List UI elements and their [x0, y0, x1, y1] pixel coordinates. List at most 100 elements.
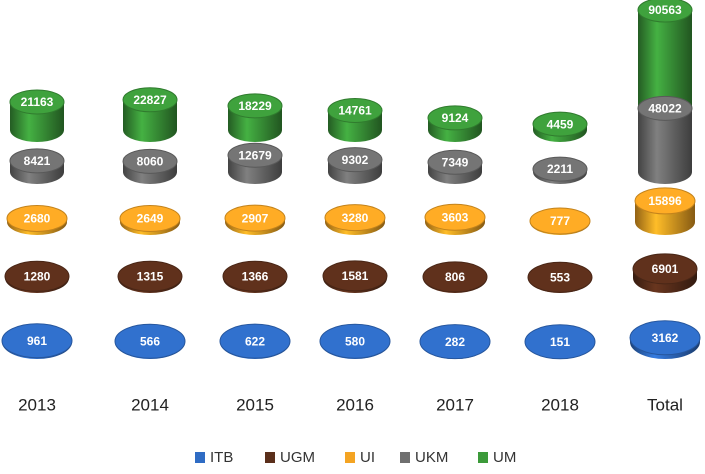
cylinder-top — [227, 93, 283, 119]
cylinder-top — [532, 111, 588, 137]
cylinder-top — [637, 0, 693, 23]
cylinder-top — [224, 204, 286, 232]
cylinder-top — [419, 324, 491, 360]
cylinder — [635, 200, 695, 235]
legend-swatch — [345, 452, 355, 463]
cylinder — [633, 268, 697, 293]
cylinder-top — [114, 323, 186, 359]
value-label: 622 — [245, 334, 265, 348]
cylinder — [228, 155, 282, 184]
cylinder — [228, 105, 282, 142]
value-label: 806 — [445, 270, 465, 284]
value-label: 9124 — [442, 111, 469, 125]
value-label: 2649 — [137, 212, 164, 226]
legend-label: UKM — [415, 449, 448, 466]
cylinder-top — [629, 320, 701, 356]
value-label: 1366 — [242, 269, 269, 283]
value-label: 2211 — [547, 162, 573, 176]
cylinder — [638, 108, 692, 184]
cylinder-top — [322, 260, 388, 292]
legend-swatch — [400, 452, 410, 463]
cylinder-top — [122, 87, 178, 113]
cylinder-top — [222, 260, 288, 292]
legend-swatch — [265, 452, 275, 463]
x-tick-label: 2015 — [236, 395, 274, 414]
cylinder-top — [227, 142, 283, 168]
value-label: 282 — [445, 335, 465, 349]
cylinder — [630, 337, 700, 359]
cylinder-top — [532, 156, 588, 182]
value-label: 15896 — [648, 194, 682, 208]
cylinder-top — [6, 204, 68, 232]
x-tick-label: Total — [647, 395, 683, 414]
value-label: 3603 — [442, 210, 469, 224]
cylinder-top — [219, 323, 291, 359]
cylinder — [533, 169, 587, 184]
x-tick-label: 2013 — [18, 395, 56, 414]
value-label: 22827 — [133, 93, 167, 107]
value-label: 151 — [550, 335, 570, 349]
value-label: 777 — [550, 214, 570, 228]
cylinder — [10, 160, 64, 184]
cylinder-top — [634, 187, 696, 215]
value-label: 48022 — [648, 102, 682, 116]
value-label: 4459 — [547, 117, 574, 131]
cylinder-top — [637, 95, 693, 121]
cylinder — [325, 217, 385, 235]
cylinder-top — [1, 323, 73, 359]
cylinder-top — [427, 149, 483, 175]
value-label: 580 — [345, 334, 365, 348]
legend-label: UI — [360, 449, 375, 466]
cylinder-top — [422, 261, 488, 293]
value-label: 12679 — [238, 148, 272, 162]
value-label: 961 — [27, 334, 47, 348]
cylinder-top — [122, 148, 178, 174]
legend-label: ITB — [210, 449, 233, 466]
x-tick-label: 2014 — [131, 395, 169, 414]
value-label: 3162 — [652, 331, 679, 345]
value-label: 2680 — [24, 212, 51, 226]
value-label: 1581 — [342, 269, 369, 283]
cylinder-top — [327, 97, 383, 123]
cylinder-top — [9, 148, 65, 174]
cylinder — [428, 162, 482, 184]
value-label: 1280 — [24, 269, 51, 283]
x-tick-label: 2016 — [336, 395, 374, 414]
cylinder — [425, 217, 485, 235]
cylinder — [120, 218, 180, 235]
legend-label: UGM — [280, 449, 315, 466]
value-label: 90563 — [648, 3, 682, 17]
cylinder-top — [327, 147, 383, 173]
value-label: 2907 — [242, 211, 269, 225]
cylinder-top — [119, 204, 181, 232]
cylinder-top — [424, 203, 486, 231]
x-tick-label: 2018 — [541, 395, 579, 414]
cylinder — [123, 161, 177, 184]
value-label: 8421 — [24, 154, 51, 168]
value-label: 8060 — [137, 154, 164, 168]
cylinder-top — [117, 260, 183, 292]
cylinder — [328, 110, 382, 142]
cylinder-top — [527, 261, 593, 293]
value-label: 14761 — [338, 104, 372, 118]
cylinder-top — [427, 105, 483, 131]
cylinder-top — [324, 204, 386, 232]
cylinder-top — [4, 260, 70, 292]
cylinder — [10, 101, 64, 142]
cylinder-top — [319, 323, 391, 359]
value-label: 553 — [550, 270, 570, 284]
cylinder-top — [524, 324, 596, 360]
value-label: 6901 — [652, 262, 679, 276]
value-label: 21163 — [21, 95, 54, 109]
value-label: 3280 — [342, 211, 369, 225]
cylinder-top — [529, 207, 591, 235]
value-label: 566 — [140, 334, 160, 348]
cylinder — [533, 124, 587, 142]
legend-swatch — [195, 452, 205, 463]
x-tick-label: 2017 — [436, 395, 474, 414]
cylinder — [7, 218, 67, 235]
legend-label: UM — [493, 449, 516, 466]
cylinder-top — [9, 89, 65, 115]
value-label: 7349 — [442, 155, 469, 169]
